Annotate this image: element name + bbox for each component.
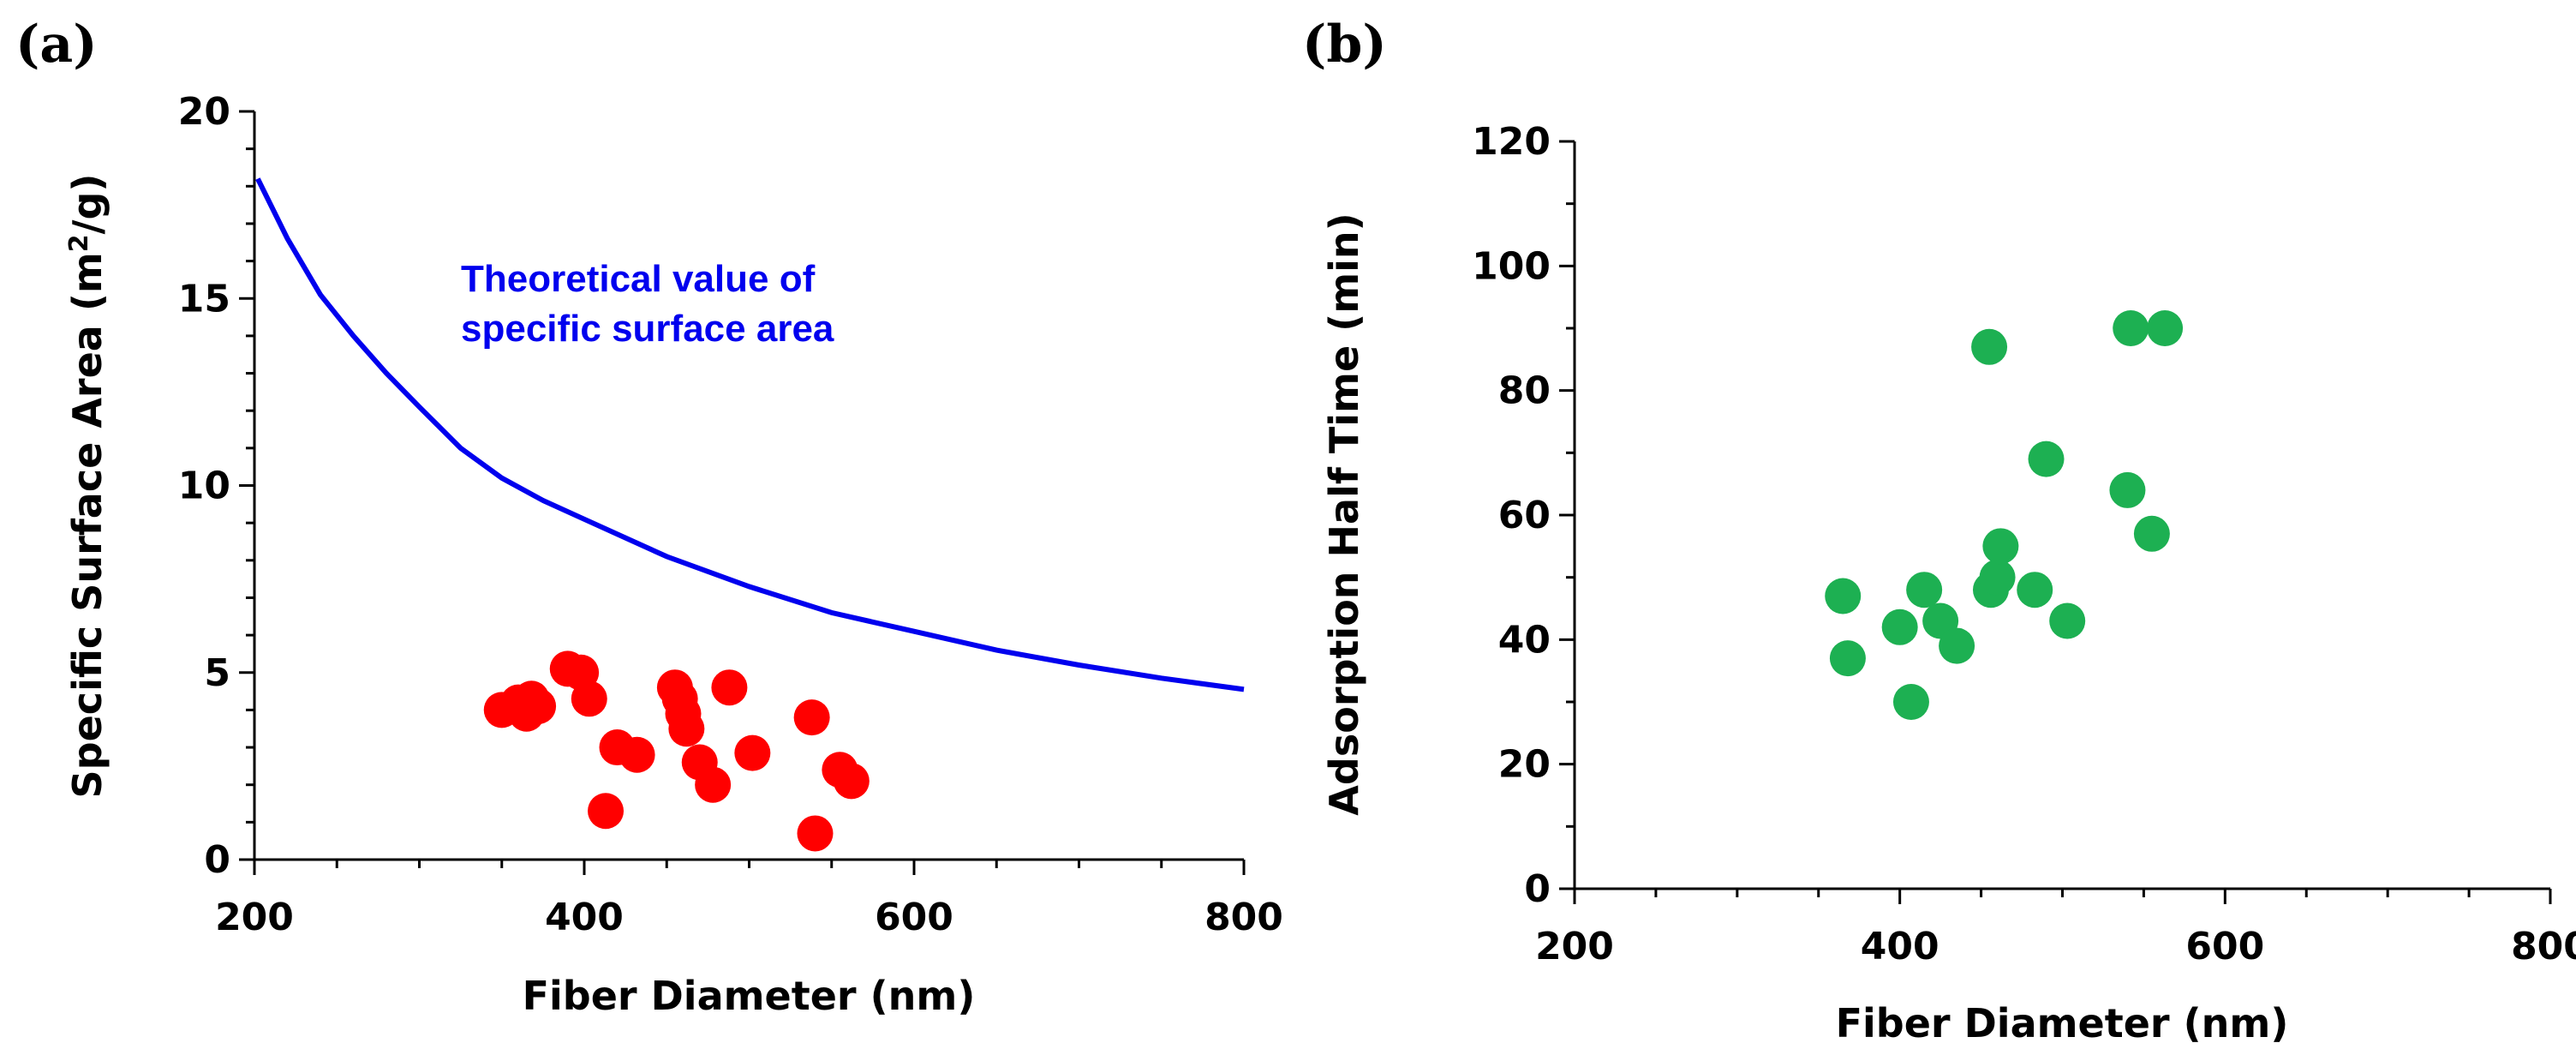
chart-b-x-label: Fiber Diameter (nm): [1836, 1000, 2289, 1046]
chart-b-point: [2049, 602, 2086, 639]
chart-a: 0 5 10 15 20 200 400 600 800 Theoretical value o…: [64, 90, 1283, 1019]
chart-a-y-tick-label: 20: [178, 90, 230, 134]
chart-a-points: [483, 650, 870, 852]
chart-b-point: [2133, 515, 2170, 552]
chart-a-x-tick-label: 200: [215, 896, 294, 939]
chart-b-point: [1979, 559, 2016, 596]
chart-b-ticks: 0 20 40 60 80 100 120 200 400 600 800: [1472, 120, 2576, 968]
chart-a-point: [711, 669, 748, 706]
chart-b-x-tick-label: 400: [1861, 925, 1939, 968]
theory-annotation-line2: specific surface area: [461, 308, 834, 350]
chart-b-y-tick-label: 20: [1498, 743, 1551, 787]
chart-b-y-tick-label: 120: [1472, 120, 1551, 164]
chart-b-point: [2109, 471, 2146, 508]
chart-b: 0 20 40 60 80 100 120 200 400 600 800 Fiber Diamet…: [1321, 120, 2576, 1046]
chart-a-y-tick-label: 10: [178, 465, 230, 508]
chart-a-x-tick-label: 800: [1204, 896, 1283, 939]
chart-a-point: [734, 734, 771, 771]
chart-b-y-label: Adsorption Half Time (min): [1321, 213, 1367, 815]
chart-b-y-tick-label: 100: [1472, 244, 1551, 288]
chart-b-point: [1881, 608, 1918, 645]
chart-a-point: [793, 699, 830, 736]
panel-a-label: (a): [15, 15, 98, 75]
chart-b-y-tick-label: 80: [1498, 369, 1551, 413]
chart-b-y-tick-label: 0: [1524, 867, 1551, 911]
chart-b-point: [2113, 310, 2149, 346]
theory-annotation-line1: Theoretical value of: [461, 258, 816, 300]
chart-b-point: [1971, 328, 2008, 365]
panel-b-label: (b): [1302, 15, 1387, 75]
chart-a-point: [833, 763, 870, 800]
theory-line: [255, 177, 1245, 692]
chart-b-point: [1982, 528, 2019, 565]
chart-a-x-label: Fiber Diameter (nm): [523, 973, 976, 1019]
chart-a-y-tick-label: 0: [204, 838, 230, 882]
chart-a-x-tick-label: 400: [545, 896, 624, 939]
chart-a-point: [571, 680, 607, 717]
chart-b-y-tick-label: 60: [1498, 494, 1551, 537]
chart-b-points: [1825, 310, 2184, 720]
chart-b-x-tick-label: 200: [1535, 925, 1614, 968]
chart-b-point: [1939, 627, 1975, 664]
chart-a-y-tick-label: 15: [178, 277, 230, 321]
chart-a-y-tick-label: 5: [204, 651, 230, 695]
chart-b-point: [1906, 572, 1943, 608]
chart-a-point: [588, 793, 625, 830]
chart-a-point: [668, 710, 705, 747]
chart-a-point: [520, 688, 557, 725]
chart-b-point: [1892, 684, 1929, 720]
chart-a-y-label: Specific Surface Area (m2/g): [64, 174, 111, 799]
chart-b-point: [1829, 640, 1866, 677]
chart-a-ticks: 0 5 10 15 20 200 400 600 800: [178, 90, 1283, 939]
chart-b-point: [2028, 441, 2065, 477]
chart-b-point: [1825, 578, 1862, 614]
chart-a-point: [695, 766, 732, 803]
chart-a-point: [797, 815, 834, 852]
chart-b-x-tick-label: 600: [2185, 925, 2264, 968]
chart-a-point: [619, 736, 655, 773]
chart-b-x-tick-label: 800: [2511, 925, 2576, 968]
chart-a-x-tick-label: 600: [875, 896, 953, 939]
chart-b-y-tick-label: 40: [1498, 618, 1551, 662]
chart-b-point: [2147, 310, 2184, 346]
chart-b-point: [2017, 572, 2053, 608]
